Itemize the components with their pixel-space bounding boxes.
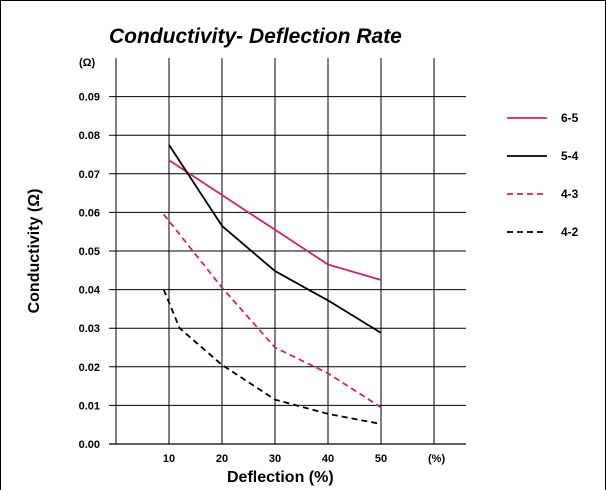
grid-lines bbox=[109, 58, 466, 444]
y-tick-label: 0.09 bbox=[79, 92, 100, 104]
series-line-6-5 bbox=[168, 159, 382, 281]
y-tick-label: 0.03 bbox=[79, 323, 100, 335]
y-axis-label: Conductivity (Ω) bbox=[26, 189, 43, 314]
legend-label-4-2: 4-2 bbox=[561, 225, 579, 239]
x-tick-label: 20 bbox=[216, 453, 228, 465]
x-axis-label: Deflection (%) bbox=[227, 469, 334, 486]
x-unit-label: (%) bbox=[428, 453, 445, 465]
series-lines bbox=[162, 144, 382, 425]
x-tick-label: 40 bbox=[322, 453, 334, 465]
x-tick-label: 30 bbox=[269, 453, 281, 465]
series-line-5-4 bbox=[168, 144, 382, 334]
y-tick-label: 0.08 bbox=[79, 130, 100, 142]
legend-label-6-5: 6-5 bbox=[561, 111, 579, 125]
y-tick-label: 0.02 bbox=[79, 362, 100, 374]
y-tick-label: 0.07 bbox=[79, 169, 100, 181]
legend-label-5-4: 5-4 bbox=[561, 149, 579, 163]
series-line-4-3 bbox=[162, 213, 382, 409]
x-tick-label: 50 bbox=[375, 453, 387, 465]
y-tick-label: 0.05 bbox=[79, 246, 100, 258]
chart-title: Conductivity- Deflection Rate bbox=[109, 25, 402, 48]
x-tick-label: 10 bbox=[163, 453, 175, 465]
y-tick-label: 0.01 bbox=[79, 400, 100, 412]
legend: 6-5 5-4 4-3 4-2 bbox=[507, 111, 579, 239]
y-unit-label: (Ω) bbox=[79, 57, 95, 69]
y-tick-label: 0.04 bbox=[79, 285, 101, 297]
tick-labels: 0.00 0.01 0.02 0.03 0.04 0.05 0.06 0.07 0.08 0.09… bbox=[79, 92, 388, 465]
y-tick-label: 0.06 bbox=[79, 207, 100, 219]
legend-label-4-3: 4-3 bbox=[561, 187, 579, 201]
series-line-4-2 bbox=[162, 289, 382, 425]
y-tick-label: 0.00 bbox=[79, 439, 100, 451]
